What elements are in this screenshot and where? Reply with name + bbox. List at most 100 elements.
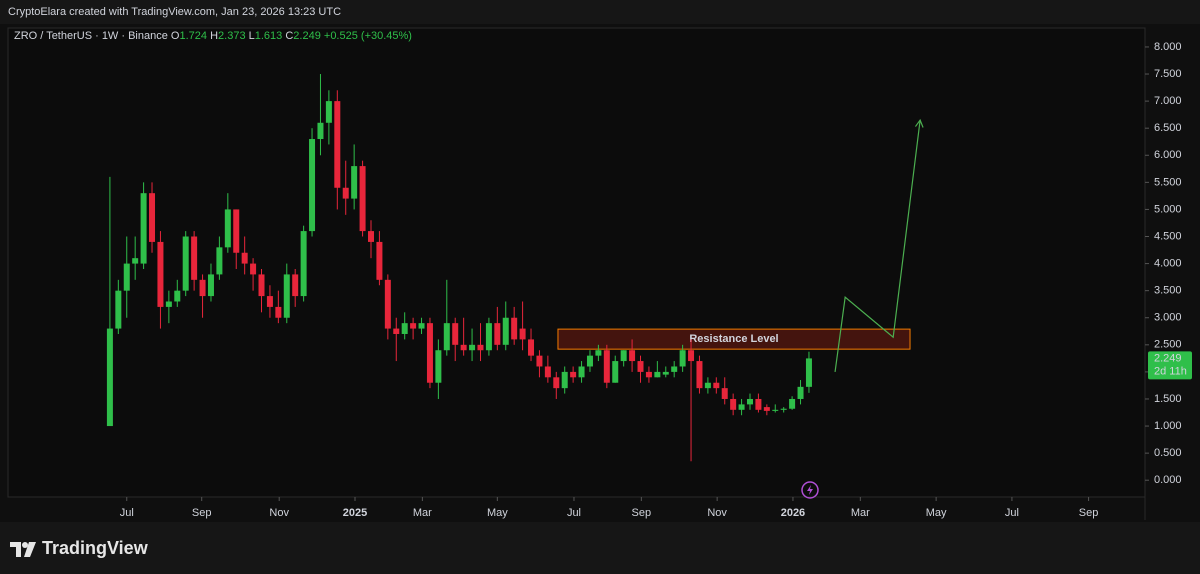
- y-tick-label: 5.000: [1154, 203, 1182, 215]
- candle-body: [797, 386, 804, 399]
- candle-body: [426, 323, 433, 383]
- candle-body: [233, 209, 240, 253]
- candle-body: [603, 350, 610, 383]
- y-tick-label: 4.000: [1154, 257, 1182, 269]
- candle-body: [367, 231, 374, 242]
- candle-body: [789, 398, 796, 409]
- candle-body: [561, 371, 568, 389]
- candle-body: [544, 366, 551, 378]
- candle-body: [443, 323, 450, 351]
- candle-body: [629, 350, 636, 362]
- y-tick-label: 8.000: [1154, 41, 1182, 53]
- candle-body: [772, 409, 779, 411]
- candle-body: [275, 306, 282, 318]
- candle-body: [224, 209, 231, 248]
- candle-body: [721, 388, 728, 399]
- candle-body: [359, 166, 366, 232]
- candle-body: [106, 328, 113, 427]
- candle-body: [713, 382, 720, 389]
- ohlc-value: 1.613: [254, 30, 283, 42]
- candle-body: [460, 344, 467, 351]
- candle-body: [755, 398, 762, 410]
- header: CryptoElara created with TradingView.com…: [0, 0, 1200, 24]
- candle-body: [435, 350, 442, 383]
- candle-body: [115, 290, 122, 329]
- candle-body: [351, 166, 358, 199]
- candle-body: [494, 323, 501, 345]
- candle-body: [182, 236, 189, 291]
- price-tag: [1148, 351, 1192, 380]
- logo-icon: [10, 542, 36, 557]
- y-tick-label: 5.500: [1154, 176, 1182, 188]
- y-tick-label: 0.500: [1154, 447, 1182, 459]
- y-tick-label: 1.000: [1154, 420, 1182, 432]
- candle-body: [553, 377, 560, 389]
- price-tag-countdown: 2d 11h: [1154, 365, 1187, 377]
- candle-body: [586, 355, 593, 367]
- change: +0.525: [323, 30, 358, 42]
- candle-body: [469, 344, 476, 351]
- event-icon-bolt: [807, 485, 813, 495]
- candle-body: [578, 366, 585, 378]
- x-tick-label: Nov: [707, 507, 727, 519]
- candle-body: [216, 247, 223, 275]
- candle-body: [418, 323, 425, 329]
- y-tick-label: 1.500: [1154, 393, 1182, 405]
- y-tick-label: 3.000: [1154, 312, 1182, 324]
- ohlc-label: C: [285, 30, 294, 42]
- candle-body: [241, 252, 248, 264]
- event-icon[interactable]: [801, 481, 819, 499]
- candle-body: [283, 274, 290, 318]
- candle-body: [595, 350, 602, 356]
- y-tick-label: 6.500: [1154, 122, 1182, 134]
- candle-body: [410, 323, 417, 329]
- candle-body: [384, 279, 391, 329]
- candle-body: [746, 398, 753, 405]
- y-tick-label: 2.500: [1154, 339, 1182, 351]
- symbol: ZRO / TetherUS · 1W · Binance: [14, 30, 168, 42]
- candle-body: [334, 101, 341, 188]
- ohlc-label: O: [170, 30, 180, 42]
- x-tick-label: Jul: [120, 507, 134, 519]
- candle-body: [536, 355, 543, 367]
- candle-body: [325, 101, 332, 123]
- candle-body: [738, 404, 745, 410]
- candle-body: [452, 323, 459, 345]
- chart: 0.0000.5001.0001.5002.0002.5003.0003.500…: [7, 27, 1192, 520]
- plot-pane: [7, 27, 1146, 498]
- y-tick-label: 6.000: [1154, 149, 1182, 161]
- candle-body: [519, 328, 526, 340]
- x-tick-label: 2025: [343, 507, 367, 519]
- candle-body: [645, 371, 652, 378]
- ohlc-value: 2.373: [218, 30, 246, 42]
- candle-body: [485, 323, 492, 351]
- ohlc-value: 2.249: [293, 30, 321, 42]
- candle-body: [258, 274, 265, 297]
- candle-body: [342, 187, 349, 199]
- resistance-zone: [557, 328, 911, 350]
- x-tick-label: 2026: [781, 507, 805, 519]
- candle-body: [266, 296, 273, 307]
- y-tick-label: 3.500: [1154, 285, 1182, 297]
- candle-body: [174, 290, 181, 302]
- x-tick-label: Jul: [567, 507, 581, 519]
- candle-body: [654, 371, 661, 378]
- candle-body: [157, 241, 164, 307]
- resistance-label: Resistance Level: [689, 333, 778, 345]
- y-tick-label: 0.000: [1154, 474, 1182, 486]
- candle-body: [140, 193, 147, 264]
- candle-body: [393, 328, 400, 334]
- candle-body: [191, 236, 198, 280]
- candle-body: [149, 193, 156, 242]
- candle-body: [528, 339, 535, 356]
- candle-body: [132, 258, 139, 264]
- candle-body: [671, 366, 678, 372]
- candle-body: [696, 361, 703, 389]
- candle-body: [704, 382, 711, 389]
- x-tick-label: Nov: [269, 507, 289, 519]
- candle-body: [207, 274, 214, 297]
- x-tick-label: May: [926, 507, 947, 519]
- candle-body: [570, 371, 577, 378]
- candle-body: [620, 350, 627, 362]
